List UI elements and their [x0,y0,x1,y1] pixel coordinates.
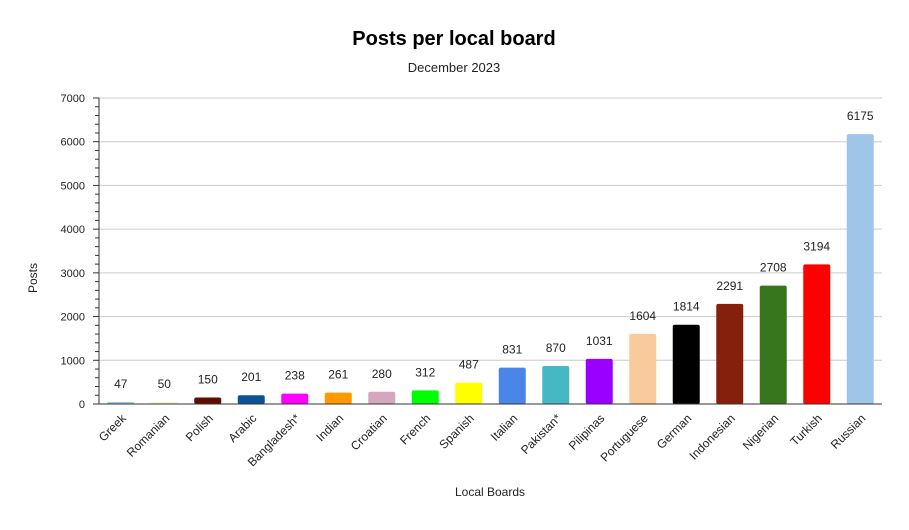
bar-german [672,324,700,404]
data-label: 2708 [760,261,787,275]
data-label: 261 [328,368,348,382]
gridlines [99,97,882,361]
bar-italian [498,367,526,404]
x-tick-label: Turkish [787,411,824,448]
data-label: 3194 [803,239,830,253]
data-label: 238 [285,369,305,383]
bar-polish [194,397,222,404]
bar-croatian [368,391,396,404]
x-tick-label: Arabic [225,411,259,445]
data-label: 312 [415,365,435,379]
bar-indonesian [716,303,744,404]
data-label: 1604 [629,309,656,323]
bars: 47 50 150 201 238 261 280 312 487 831 870 1031 1604 1… [107,109,874,405]
bar-nigerian [759,285,787,404]
x-tick-label: Polish [183,411,216,444]
x-axis-label: Local Boards [455,485,525,499]
x-tick-label: Indonesian [686,411,737,462]
x-tick-label: Spanish [436,411,477,452]
bar-pilipinas [585,358,613,404]
axes: 0 1000 2000 3000 4000 5000 6000 7000 GreekRomani… [61,93,882,469]
x-tick-label: German [654,411,695,452]
data-label: 831 [502,343,522,357]
x-tick-label: Greek [96,411,130,445]
bar-portuguese [629,333,657,404]
data-label: 487 [459,358,479,372]
data-label: 2291 [716,279,743,293]
data-label: 1814 [673,300,700,314]
bar-greek [107,401,135,404]
x-tick-label: Russian [828,411,869,452]
bar-russian [846,134,874,405]
bar-pakistan [542,365,570,404]
y-tick-label: 1000 [61,355,85,367]
y-tick-label: 7000 [61,93,85,105]
x-tick-label: Pilipinas [566,411,608,453]
y-tick-label: 5000 [61,180,85,192]
data-label: 47 [114,377,128,391]
data-label: 6175 [847,109,874,123]
data-label: 150 [198,372,218,386]
data-label: 280 [372,367,392,381]
bar-french [411,390,439,404]
data-label: 870 [546,341,566,355]
chart-subtitle: December 2023 [408,60,501,75]
y-tick-label: 0 [79,399,85,411]
y-axis-label: Posts [26,263,40,293]
x-tick-label: Pakistan* [518,411,564,457]
x-tick-label: Romanian [124,411,173,460]
data-label: 201 [241,370,261,384]
x-tick-label: Portuguese [598,411,652,465]
bar-spanish [455,382,483,404]
x-tick-label: Indian [313,411,346,444]
x-tick-label: Nigerian [740,411,782,453]
bar-turkish [803,264,831,404]
y-tick-label: 6000 [61,137,85,149]
y-tick-label: 3000 [61,268,85,280]
y-tick-label: 2000 [61,312,85,324]
y-tick-label: 4000 [61,224,85,236]
data-label: 50 [158,377,172,391]
bar-bangladesh [281,393,309,404]
bar-romanian [150,401,178,404]
bar-indian [324,392,352,404]
x-tick-label: Italian [488,411,521,444]
x-tick-label: French [397,411,433,447]
chart-title: Posts per local board [352,28,555,50]
data-label: 1031 [586,334,613,348]
bar-arabic [237,395,265,404]
x-tick-label: Croatian [348,411,390,453]
